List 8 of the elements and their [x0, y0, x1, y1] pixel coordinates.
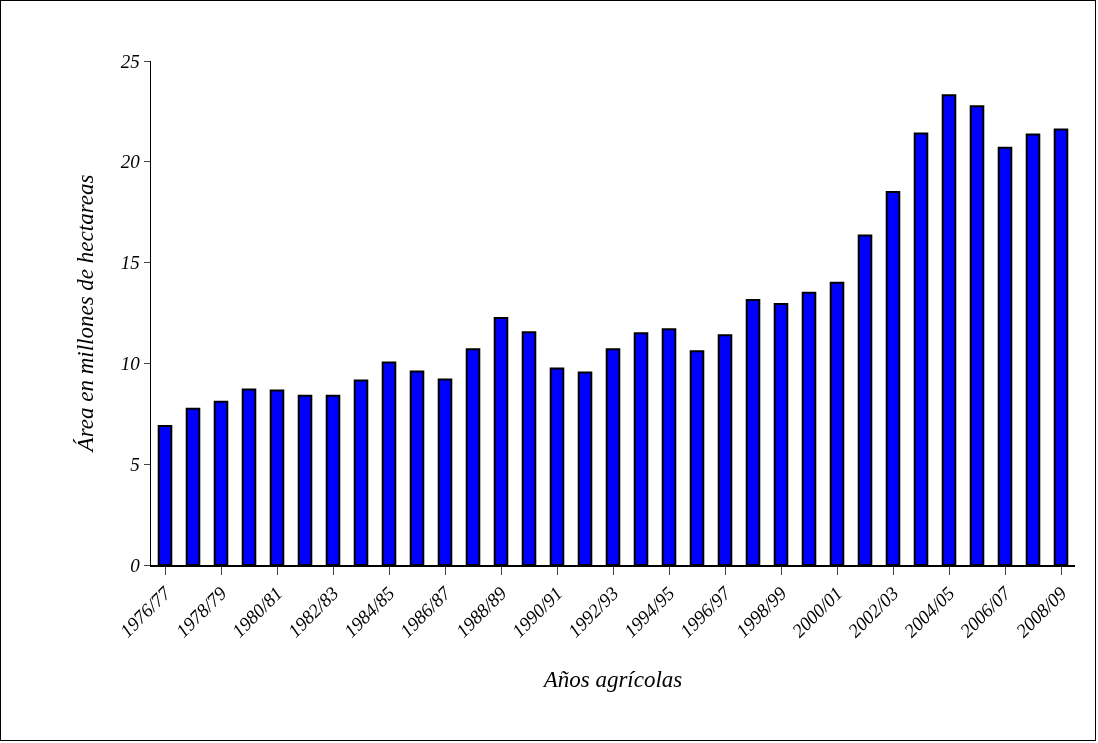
y-tick-label: 25	[120, 50, 140, 72]
y-tick-label: 20	[120, 151, 141, 173]
y-tick-label: 5	[130, 453, 140, 475]
y-tick-label: 0	[130, 554, 141, 576]
y-axis-title: Área en millones de hectareas	[73, 174, 99, 454]
x-axis-title: Años agrícolas	[541, 666, 683, 692]
y-tick-label: 15	[120, 252, 140, 274]
y-tick-label: 10	[120, 353, 141, 375]
